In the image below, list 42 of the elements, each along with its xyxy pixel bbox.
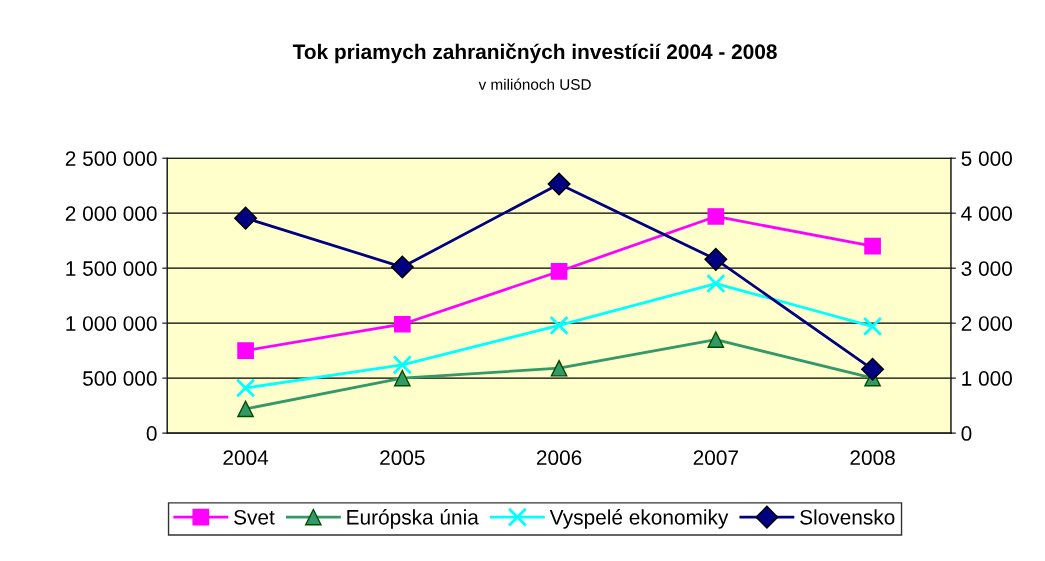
point [393, 369, 411, 387]
chart-title: Tok priamych zahraničných investícií 2004 - 2008 [292, 43, 777, 64]
point [550, 263, 568, 280]
legend-label: Svet [234, 509, 275, 525]
legend-label: Vyspelé ekonomiky [549, 509, 729, 529]
x-tick-label: 2007 [693, 450, 738, 466]
y2-tick-label: 2 000 [961, 316, 1012, 331]
x-tick-label: 2006 [536, 450, 582, 466]
y2-tick-label: 0 [961, 426, 972, 441]
y2-tick-label: 5 000 [961, 151, 1012, 166]
y2-tick-label: 4 000 [961, 206, 1012, 221]
y-tick-label: 1 500 000 [66, 261, 157, 276]
point [707, 331, 725, 348]
y-tick-label: 1 000 000 [66, 316, 157, 331]
point [549, 315, 569, 336]
point [707, 208, 725, 225]
legend-label: Slovensko [800, 509, 895, 525]
point [393, 315, 411, 333]
point [550, 359, 568, 377]
chart-subtitle: v miliónoch USD [478, 78, 591, 90]
point [237, 400, 254, 418]
point [547, 172, 571, 196]
legend-label: Európska únia [347, 509, 479, 529]
x-tick-label: 2008 [850, 450, 895, 466]
y-tick-label: 0 [146, 426, 157, 441]
y-tick-label: 500 000 [83, 371, 157, 386]
point [235, 378, 256, 398]
point [861, 357, 885, 381]
x-tick-label: 2004 [223, 450, 269, 466]
point [704, 247, 728, 271]
point [237, 342, 254, 359]
x-tick-label: 2005 [380, 450, 425, 466]
point [234, 206, 258, 230]
point [392, 355, 413, 375]
y2-tick-label: 1 000 [962, 371, 1012, 386]
point [862, 316, 883, 337]
point [706, 273, 726, 294]
point [864, 237, 881, 255]
y-tick-label: 2 000 000 [65, 206, 157, 221]
y-tick-label: 2 500 000 [65, 151, 157, 166]
point [390, 255, 414, 279]
y2-tick-label: 3 000 [961, 261, 1012, 276]
